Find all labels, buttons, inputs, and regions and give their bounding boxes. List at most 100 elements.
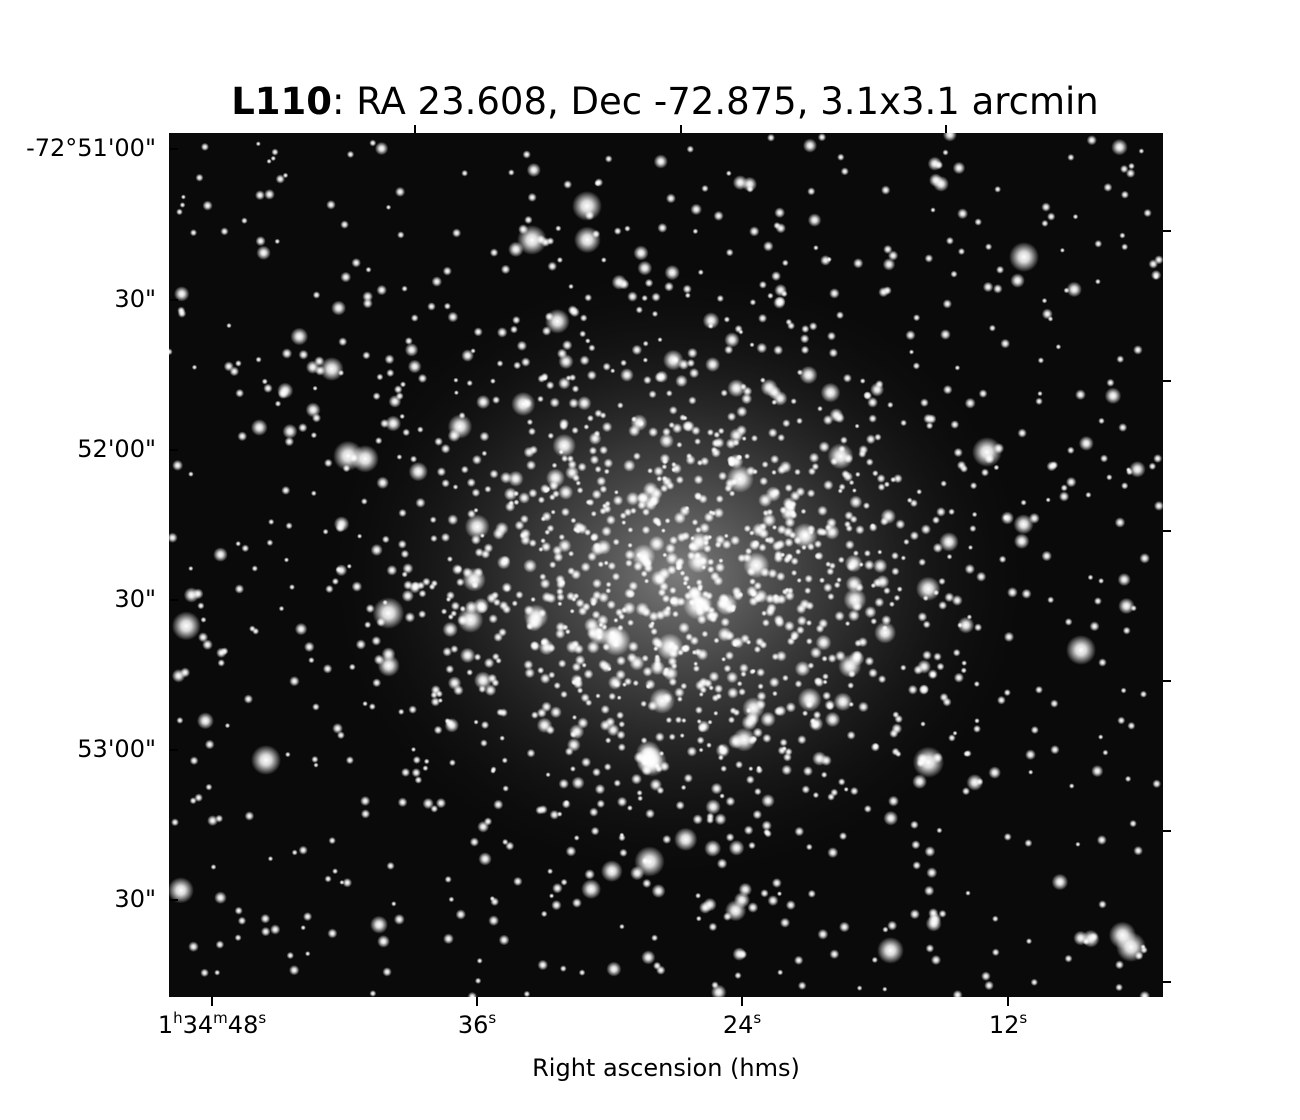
y-tick-mark xyxy=(170,749,178,751)
star xyxy=(335,564,348,577)
star xyxy=(480,549,491,559)
star xyxy=(1059,247,1065,253)
star xyxy=(572,191,602,221)
star xyxy=(518,492,531,504)
star xyxy=(528,488,538,498)
star xyxy=(691,426,701,436)
star xyxy=(499,471,512,484)
star xyxy=(547,261,558,272)
star xyxy=(827,331,836,341)
star xyxy=(274,400,282,407)
star xyxy=(659,433,674,449)
star xyxy=(863,804,872,813)
star xyxy=(761,794,775,808)
star xyxy=(720,617,730,627)
star xyxy=(568,283,574,290)
star xyxy=(703,544,712,553)
star xyxy=(488,614,499,624)
star xyxy=(891,723,903,735)
star xyxy=(567,567,576,576)
star xyxy=(705,357,721,372)
star xyxy=(443,933,454,945)
star xyxy=(876,474,886,483)
star xyxy=(711,447,721,458)
star xyxy=(580,561,591,573)
star xyxy=(668,677,678,687)
star xyxy=(520,528,531,540)
star xyxy=(1078,435,1094,451)
star xyxy=(213,547,228,562)
star xyxy=(267,856,274,862)
star xyxy=(1064,954,1073,963)
star xyxy=(922,650,932,661)
x-tick-mark xyxy=(211,997,213,1006)
star xyxy=(275,174,285,184)
star xyxy=(976,571,987,582)
star xyxy=(729,707,737,715)
star xyxy=(605,737,612,744)
star xyxy=(727,716,736,724)
star xyxy=(616,695,622,701)
star xyxy=(1037,357,1045,364)
star xyxy=(285,751,291,758)
star xyxy=(205,783,213,791)
star xyxy=(450,601,461,611)
star xyxy=(470,534,481,545)
star xyxy=(891,551,899,560)
star xyxy=(1128,162,1135,170)
star xyxy=(547,432,555,440)
star xyxy=(877,549,883,555)
star xyxy=(654,654,661,660)
star xyxy=(692,814,703,825)
star xyxy=(594,178,604,187)
star xyxy=(718,746,729,756)
star xyxy=(210,864,217,870)
star xyxy=(573,835,580,841)
star xyxy=(693,474,704,485)
star xyxy=(836,577,842,583)
star xyxy=(774,550,783,560)
star xyxy=(1058,491,1070,502)
star xyxy=(939,692,949,702)
star xyxy=(567,305,578,315)
star xyxy=(682,284,692,294)
star xyxy=(708,671,720,682)
x-tick-label: 12s xyxy=(988,1009,1028,1040)
star xyxy=(682,575,690,583)
star xyxy=(656,786,665,795)
star xyxy=(683,590,713,620)
star xyxy=(596,476,607,487)
star xyxy=(401,589,414,603)
star xyxy=(574,226,601,254)
star xyxy=(545,308,570,334)
star xyxy=(827,847,839,859)
star xyxy=(781,764,793,776)
star xyxy=(821,655,828,662)
star xyxy=(516,340,528,351)
star xyxy=(502,838,509,846)
star xyxy=(260,913,271,924)
star xyxy=(481,450,488,457)
star xyxy=(1120,190,1129,199)
star xyxy=(484,684,497,697)
star xyxy=(469,837,480,847)
star xyxy=(410,455,418,463)
star xyxy=(969,482,978,490)
star xyxy=(657,222,668,233)
star xyxy=(942,384,953,395)
star xyxy=(997,695,1006,705)
star xyxy=(948,734,956,742)
star xyxy=(415,497,426,508)
star xyxy=(1021,588,1032,599)
star xyxy=(823,582,833,593)
star xyxy=(402,428,411,437)
star xyxy=(675,562,684,571)
star xyxy=(590,510,597,517)
star xyxy=(725,170,732,177)
star xyxy=(647,467,654,474)
star xyxy=(775,571,786,582)
star xyxy=(967,544,974,551)
star xyxy=(603,763,612,771)
star xyxy=(664,517,671,524)
star xyxy=(887,250,899,261)
